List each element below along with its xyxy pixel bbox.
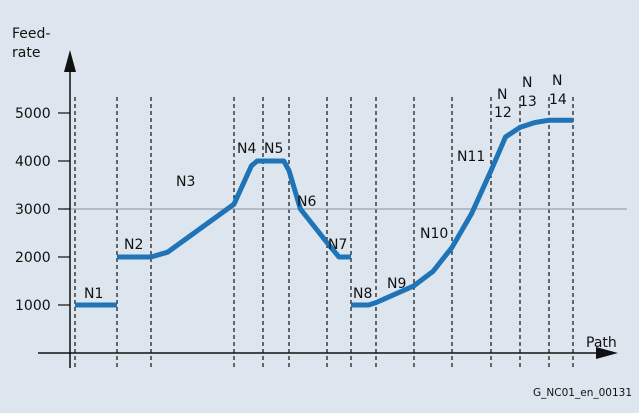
x-axis-title: Path bbox=[586, 335, 617, 351]
axes-layer bbox=[38, 50, 618, 368]
y-axis-arrow bbox=[64, 50, 76, 72]
block-label-10: N10 bbox=[420, 226, 448, 242]
y-tick-label-5000: 5000 bbox=[15, 106, 51, 122]
profile-segment-2 bbox=[117, 158, 351, 260]
y-axis-title-line1: Feed- bbox=[12, 26, 50, 42]
y-tick-label-2000: 2000 bbox=[15, 250, 51, 266]
block-label-13-b: 13 bbox=[519, 94, 537, 110]
block-label-12-b: 12 bbox=[494, 105, 512, 121]
block-label-5: N5 bbox=[264, 141, 283, 157]
block-label-1: N1 bbox=[84, 286, 103, 302]
block-label-8: N8 bbox=[353, 286, 372, 302]
block-label-4: N4 bbox=[237, 141, 256, 157]
y-tick-label-4000: 4000 bbox=[15, 154, 51, 170]
block-label-9: N9 bbox=[387, 276, 406, 292]
grid-layer bbox=[74, 97, 574, 368]
block-label-14-a: N bbox=[552, 73, 562, 89]
text-layer: 1000 2000 3000 4000 5000 Feed-rate Path N1 N2 N3 N… bbox=[12, 26, 632, 399]
block-label-12-a: N bbox=[497, 87, 507, 103]
block-label-13-a: N bbox=[522, 75, 532, 91]
x-axis-arrow bbox=[596, 347, 618, 359]
block-label-6: N6 bbox=[297, 194, 316, 210]
block-label-2: N2 bbox=[124, 237, 143, 253]
figure-id-annotation: G_NC01_en_00131 bbox=[533, 387, 632, 399]
block-label-11: N11 bbox=[457, 149, 485, 165]
block-label-3: N3 bbox=[176, 174, 195, 190]
profile-segment-3 bbox=[351, 117, 573, 308]
block-label-7: N7 bbox=[328, 237, 347, 253]
block-label-14-b: 14 bbox=[549, 92, 567, 108]
y-tick-label-3000: 3000 bbox=[15, 202, 51, 218]
y-tick-label-1000: 1000 bbox=[15, 298, 51, 314]
y-axis-title-line2: rate bbox=[12, 45, 40, 61]
profile-layer bbox=[75, 117, 573, 308]
